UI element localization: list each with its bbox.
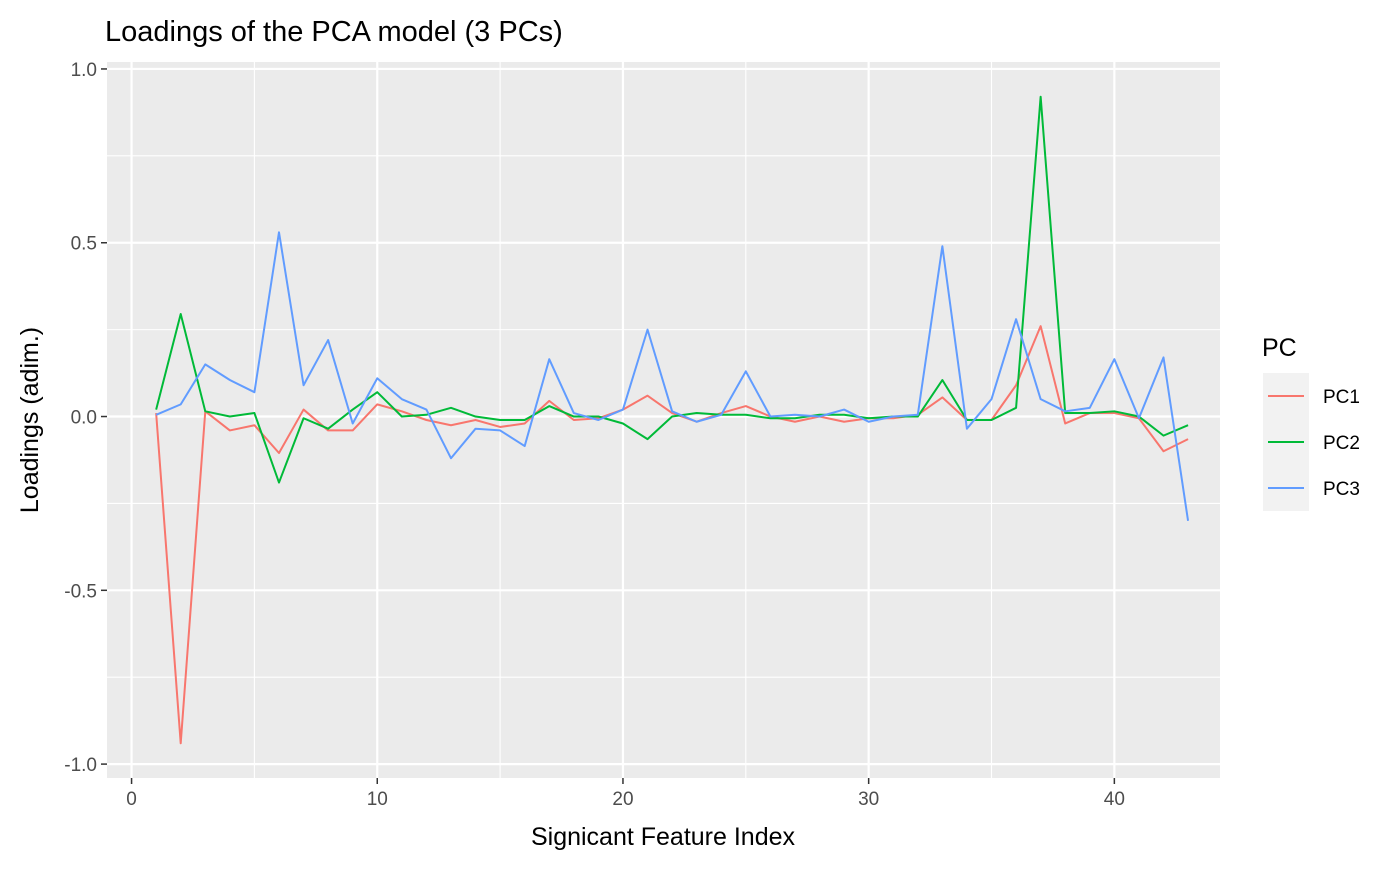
chart-title: Loadings of the PCA model (3 PCs)	[105, 16, 563, 48]
legend-items: PC1 PC2 PC3	[1263, 373, 1360, 511]
x-tick-label: 10	[367, 789, 388, 810]
y-tick-label: 0.0	[71, 408, 97, 429]
x-tick-label: 40	[1104, 789, 1125, 810]
x-tick-label: 0	[126, 789, 137, 810]
y-tick-label: -0.5	[64, 581, 97, 602]
y-tick-label: -1.0	[64, 755, 97, 776]
series-line-pc3	[155, 231, 1190, 521]
series-lines	[155, 95, 1190, 745]
legend: PC PC1 PC2 PC3	[1262, 334, 1360, 511]
y-axis-title: Loadings (adim.)	[16, 327, 44, 513]
x-tick-label: 20	[612, 789, 633, 810]
series-line-pc1	[155, 325, 1189, 745]
y-tick-label: 1.0	[71, 60, 97, 81]
series-line-pc2	[155, 95, 1189, 484]
x-axis-title: Signicant Feature Index	[531, 823, 796, 851]
minor-gridlines	[107, 62, 1220, 778]
y-axis-ticks: -1.0 -0.5 0.0 0.5 1.0	[64, 60, 107, 776]
legend-title: PC	[1262, 334, 1297, 362]
plot-panel	[107, 62, 1220, 778]
y-tick-label: 0.5	[71, 234, 97, 255]
legend-label-pc3: PC3	[1323, 479, 1360, 500]
legend-label-pc1: PC1	[1323, 387, 1360, 408]
legend-label-pc2: PC2	[1323, 433, 1360, 454]
x-tick-label: 30	[858, 789, 879, 810]
x-axis-ticks: 0 10 20 30 40	[126, 778, 1125, 810]
major-gridlines	[107, 62, 1220, 778]
